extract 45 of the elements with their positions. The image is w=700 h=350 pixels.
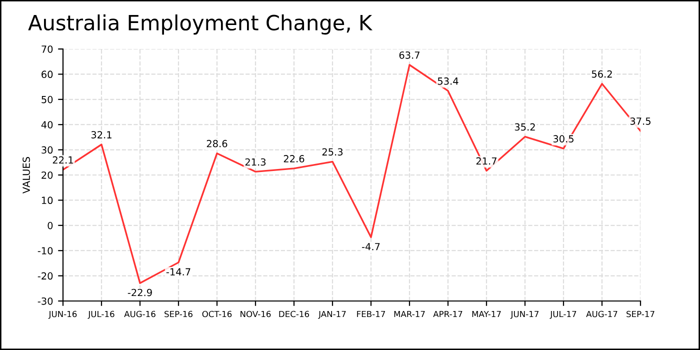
x-tick-label: JUN-16 xyxy=(48,310,77,319)
data-label: -14.7 xyxy=(166,268,190,276)
y-tick-label: 50 xyxy=(42,96,53,104)
y-tick-label: 10 xyxy=(42,196,53,204)
x-tick-label: MAR-17 xyxy=(394,310,425,318)
chart-title: Australia Employment Change, K xyxy=(28,14,373,35)
y-tick-label: 70 xyxy=(42,45,53,53)
data-label: 25.3 xyxy=(322,148,343,156)
x-tick-label: JUN-17 xyxy=(510,310,538,319)
y-tick-label: -10 xyxy=(38,247,53,254)
data-label: 32.1 xyxy=(91,131,112,138)
y-tick-label: 0 xyxy=(48,222,53,230)
data-label: 63.7 xyxy=(399,51,420,59)
x-tick-label: SEP-17 xyxy=(626,310,654,318)
x-tick-label: JAN-17 xyxy=(318,310,346,319)
y-tick-label: 60 xyxy=(42,70,53,78)
x-tick-label: MAY-17 xyxy=(472,310,501,318)
y-tick-label: -30 xyxy=(38,297,53,305)
data-label: 53.4 xyxy=(438,77,458,85)
data-label: 21.7 xyxy=(476,157,496,165)
x-tick-label: NOV-16 xyxy=(240,310,271,318)
y-tick-label: 40 xyxy=(41,121,53,128)
data-label: 37.5 xyxy=(630,117,650,125)
x-tick-label: OCT-16 xyxy=(202,310,232,318)
data-label: 28.6 xyxy=(206,140,228,148)
x-tick-label: JUL-16 xyxy=(88,310,114,319)
data-label: -4.7 xyxy=(362,243,380,250)
data-label: 22.6 xyxy=(284,155,304,162)
y-axis-title: VALUES xyxy=(22,157,30,194)
x-tick-label: SEP-16 xyxy=(164,310,192,318)
data-label: -22.9 xyxy=(128,288,152,296)
y-tick-label: 30 xyxy=(42,146,53,154)
y-tick-label: 20 xyxy=(42,171,53,179)
data-label: 56.2 xyxy=(592,70,612,78)
x-tick-label: APR-17 xyxy=(433,310,462,318)
x-tick-label: FEB-17 xyxy=(357,310,385,318)
x-tick-label: AUG-17 xyxy=(586,310,618,318)
x-tick-label: DEC-16 xyxy=(279,310,310,318)
data-label: 35.2 xyxy=(514,123,535,131)
data-label: 21.3 xyxy=(245,158,266,166)
y-tick-label: -20 xyxy=(38,272,53,280)
data-label: 22.1 xyxy=(52,156,73,164)
x-tick-label: AUG-16 xyxy=(124,310,156,318)
x-tick-label: JUL-17 xyxy=(550,310,576,319)
data-label: 30.5 xyxy=(553,135,574,142)
